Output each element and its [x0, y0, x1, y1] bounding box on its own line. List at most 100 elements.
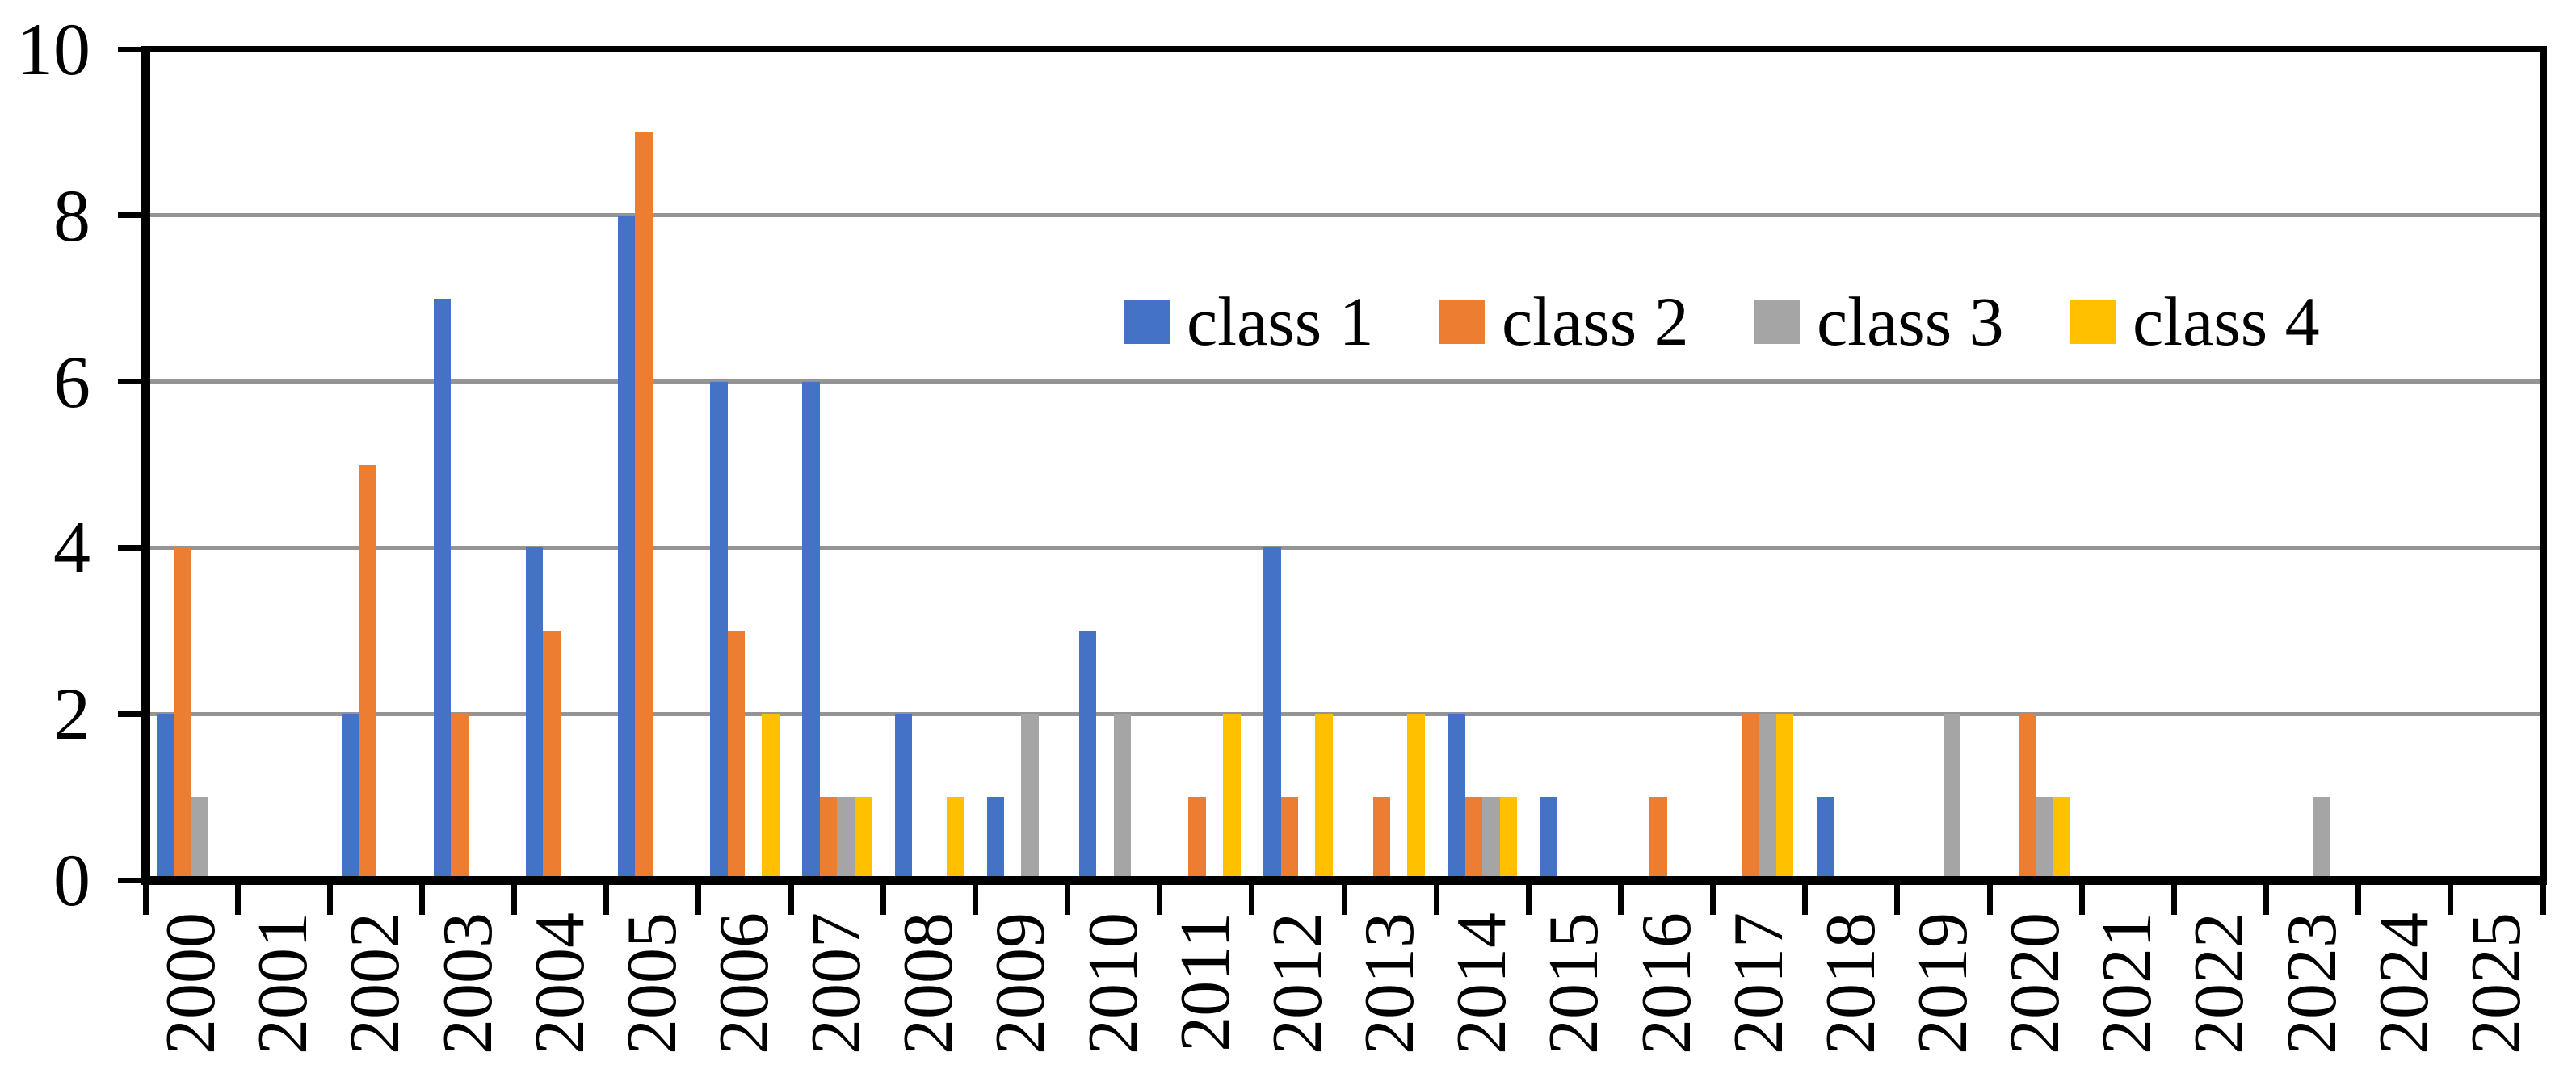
bar-class-4-2020 — [2053, 797, 2070, 880]
gridline-y-8 — [150, 213, 2540, 218]
x-axis-label-2005: 2005 — [612, 912, 691, 1054]
x-axis-label-2021: 2021 — [2088, 912, 2167, 1054]
x-axis-label-2012: 2012 — [1258, 912, 1337, 1054]
x-axis-tick-22 — [2170, 876, 2177, 915]
x-axis-tick-23 — [2263, 876, 2270, 915]
bar-class-1-2008 — [894, 714, 912, 880]
bar-class-1-2002 — [341, 714, 359, 880]
x-axis-tick-20 — [1986, 876, 1993, 915]
bar-class-4-2007 — [854, 797, 872, 880]
x-axis-tick-15 — [1525, 876, 1532, 915]
bar-class-1-2006 — [710, 381, 728, 880]
x-axis-tick-26 — [2540, 876, 2546, 915]
x-axis-label-2004: 2004 — [520, 912, 599, 1054]
x-axis-tick-21 — [2078, 876, 2085, 915]
x-axis-tick-7 — [788, 876, 794, 915]
bar-class-2-2013 — [1372, 797, 1391, 880]
bar-class-4-2011 — [1223, 714, 1241, 880]
bar-class-2-2000 — [174, 547, 192, 880]
legend-swatch-class-2 — [1439, 299, 1485, 344]
y-axis-tick-10 — [118, 46, 145, 52]
x-axis-label-2025: 2025 — [2456, 912, 2536, 1054]
y-axis-label-8: 8 — [53, 174, 90, 257]
y-axis-tick-2 — [118, 711, 145, 717]
bar-class-2-2020 — [2018, 714, 2036, 880]
bar-class-4-2012 — [1315, 714, 1333, 880]
bar-class-4-2014 — [1499, 797, 1518, 880]
bar-class-1-2015 — [1540, 797, 1557, 880]
bar-class-2-2002 — [358, 464, 376, 880]
bar-class-1-2010 — [1078, 631, 1097, 880]
x-axis-label-2011: 2011 — [1166, 912, 1245, 1052]
bar-class-1-2005 — [618, 215, 636, 880]
bar-class-2-2003 — [451, 714, 469, 880]
legend-swatch-class-1 — [1124, 299, 1170, 344]
plot-area-border — [141, 46, 2547, 885]
x-axis-tick-25 — [2448, 876, 2454, 915]
x-axis-label-2002: 2002 — [336, 912, 415, 1054]
bar-class-3-2000 — [191, 797, 209, 880]
x-axis-label-2001: 2001 — [244, 912, 323, 1054]
x-axis-tick-8 — [880, 876, 886, 915]
y-axis-label-10: 10 — [16, 8, 90, 90]
y-axis-tick-0 — [118, 877, 145, 883]
legend-item-class-3: class 3 — [1754, 283, 2004, 360]
x-axis-tick-11 — [1157, 876, 1163, 915]
x-axis-tick-18 — [1802, 876, 1809, 915]
bar-class-4-2017 — [1776, 714, 1794, 880]
bar-class-1-2007 — [802, 381, 820, 880]
bar-class-4-2013 — [1407, 714, 1425, 880]
bar-class-2-2017 — [1742, 714, 1759, 880]
x-axis-label-2000: 2000 — [152, 912, 231, 1054]
x-axis-tick-19 — [1894, 876, 1901, 915]
legend-label-class-1: class 1 — [1187, 283, 1374, 360]
gridline-y-6 — [150, 379, 2540, 384]
x-axis-tick-13 — [1341, 876, 1347, 915]
legend-label-class-2: class 2 — [1502, 283, 1689, 360]
x-axis-tick-9 — [972, 876, 978, 915]
x-axis-tick-5 — [603, 876, 610, 915]
x-axis-label-2019: 2019 — [1904, 912, 1982, 1054]
gridline-y-2 — [150, 711, 2540, 716]
legend-swatch-class-3 — [1754, 299, 1800, 344]
x-axis-tick-0 — [142, 876, 149, 915]
bar-class-3-2017 — [1759, 714, 1777, 880]
x-axis-label-2020: 2020 — [1996, 912, 2075, 1054]
y-axis-label-0: 0 — [53, 839, 90, 921]
bar-class-4-2006 — [762, 714, 780, 880]
x-axis-label-2010: 2010 — [1074, 912, 1153, 1054]
bar-class-2-2012 — [1280, 797, 1298, 880]
x-axis-label-2013: 2013 — [1351, 912, 1430, 1054]
x-axis-label-2006: 2006 — [705, 912, 784, 1054]
y-axis-label-2: 2 — [53, 673, 90, 756]
x-axis-tick-1 — [234, 876, 241, 915]
y-axis-label-6: 6 — [53, 340, 90, 423]
x-axis-label-2017: 2017 — [1719, 912, 1798, 1054]
bar-class-1-2014 — [1448, 714, 1465, 880]
legend-label-class-3: class 3 — [1817, 283, 2004, 360]
x-axis-tick-17 — [1710, 876, 1717, 915]
bar-class-3-2014 — [1482, 797, 1500, 880]
x-axis-tick-6 — [695, 876, 702, 915]
y-axis-tick-4 — [118, 544, 145, 551]
x-axis-tick-12 — [1249, 876, 1255, 915]
x-axis-label-2024: 2024 — [2364, 912, 2444, 1054]
x-axis-tick-10 — [1065, 876, 1071, 915]
bar-class-3-2019 — [1944, 714, 1961, 880]
bar-class-2-2016 — [1649, 797, 1667, 880]
x-axis-label-2014: 2014 — [1443, 912, 1522, 1054]
x-axis-tick-3 — [418, 876, 425, 915]
x-axis-tick-14 — [1433, 876, 1439, 915]
legend-label-class-4: class 4 — [2133, 283, 2320, 360]
x-axis-label-2009: 2009 — [981, 912, 1061, 1054]
bar-class-1-2018 — [1817, 797, 1834, 880]
bar-class-1-2004 — [525, 547, 544, 880]
bar-class-1-2003 — [433, 298, 452, 880]
bar-class-2-2014 — [1464, 797, 1483, 880]
bar-class-2-2006 — [727, 631, 745, 880]
x-axis-tick-4 — [511, 876, 518, 915]
x-axis-tick-24 — [2355, 876, 2362, 915]
x-axis-tick-16 — [1617, 876, 1624, 915]
bar-class-1-2009 — [986, 797, 1005, 880]
